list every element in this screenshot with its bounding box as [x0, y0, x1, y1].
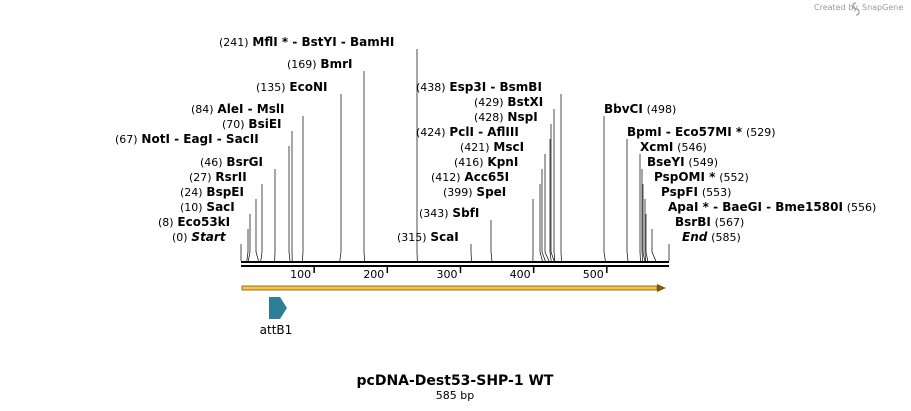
- site-label: (84) AleI - MslI: [191, 102, 284, 116]
- site-label: (412) Acc65I: [431, 170, 509, 184]
- leader-line: [549, 139, 552, 262]
- site-label: (67) NotI - EagI - SacII: [115, 132, 259, 146]
- site-label: (8) Eco53kI: [158, 215, 230, 229]
- plasmid-length: 585 bp: [436, 389, 474, 402]
- orf-arrow: [241, 284, 666, 292]
- site-label: (424) PclI - AflIII: [416, 125, 519, 139]
- site-label: (241) MflI * - BstYI - BamHI: [219, 35, 394, 49]
- site-label: BseYI (549): [647, 155, 718, 169]
- site-label: (429) BstXI: [474, 95, 543, 109]
- snapgene-logo-icon: [852, 2, 860, 16]
- site-label: PspFI (553): [661, 185, 731, 199]
- site-label: PspOMI * (552): [654, 170, 749, 184]
- site-label: (315) ScaI: [397, 230, 459, 244]
- ruler-tick-label: 500: [583, 268, 604, 281]
- attb1-label: attB1: [260, 323, 293, 337]
- site-label: (24) BspEI: [180, 185, 244, 199]
- credit-brand: SnapGene: [862, 3, 903, 12]
- leader-line: [651, 229, 657, 262]
- ruler-tick-label: 200: [363, 268, 384, 281]
- site-label: (438) Esp3I - BsmBI: [416, 80, 542, 94]
- ruler: 100 200 300 400 500: [290, 266, 608, 281]
- site-label: BsrBI (567): [675, 215, 744, 229]
- site-label: (421) MscI: [460, 140, 524, 154]
- site-label: (135) EcoNI: [256, 80, 327, 94]
- site-label: BbvCI (498): [604, 102, 676, 116]
- site-label: (10) SacI: [180, 200, 235, 214]
- leader-line: [255, 199, 259, 262]
- attb1-feature: attB1: [260, 297, 293, 337]
- leader-line: [642, 184, 646, 262]
- leader-line: [603, 116, 606, 262]
- plasmid-title: pcDNA-Dest53-SHP-1 WT: [357, 373, 554, 389]
- site-label: BpmI - Eco57MI * (529): [627, 125, 776, 139]
- ruler-tick-label: 300: [436, 268, 457, 281]
- leader-line: [539, 184, 543, 262]
- leader-lines: [240, 49, 670, 262]
- leader-line: [553, 109, 556, 262]
- leader-line: [541, 169, 546, 262]
- leader-line: [260, 184, 263, 262]
- site-labels: (241) MflI * - BstYI - BamHI (169) BmrI (1…: [115, 35, 876, 244]
- leader-line: [288, 146, 291, 262]
- site-label: (343) SbfI: [419, 206, 479, 220]
- site-label: ApaI * - BaeGI - Bme1580I (556): [668, 200, 876, 214]
- leader-line: [247, 214, 251, 262]
- leader-line: [626, 139, 629, 262]
- site-label: End (585): [682, 230, 741, 244]
- leader-line: [645, 214, 649, 262]
- credit-text: Created by: [814, 3, 858, 12]
- leader-line: [363, 71, 365, 262]
- leader-line: [544, 154, 550, 262]
- site-label: (399) SpeI: [443, 185, 506, 199]
- leader-line: [246, 229, 249, 262]
- leader-line: [644, 199, 646, 262]
- site-label: (27) RsrII: [189, 170, 247, 184]
- leader-line: [550, 124, 555, 262]
- dna-backbone: [241, 261, 669, 267]
- site-label: (428) NspI: [474, 110, 538, 124]
- site-label: (416) KpnI: [454, 155, 518, 169]
- site-label: (46) BsrGI: [200, 155, 263, 169]
- leader-line: [302, 116, 304, 262]
- site-label: XcmI (546): [640, 140, 707, 154]
- site-label: (169) BmrI: [287, 57, 352, 71]
- leader-line: [641, 169, 644, 262]
- site-label: (70) BsiEI: [222, 117, 282, 131]
- ruler-tick-label: 400: [510, 268, 531, 281]
- site-label: (0) Start: [172, 230, 227, 244]
- leader-line: [339, 94, 342, 262]
- leader-line: [490, 220, 493, 262]
- ruler-tick-label: 100: [290, 268, 311, 281]
